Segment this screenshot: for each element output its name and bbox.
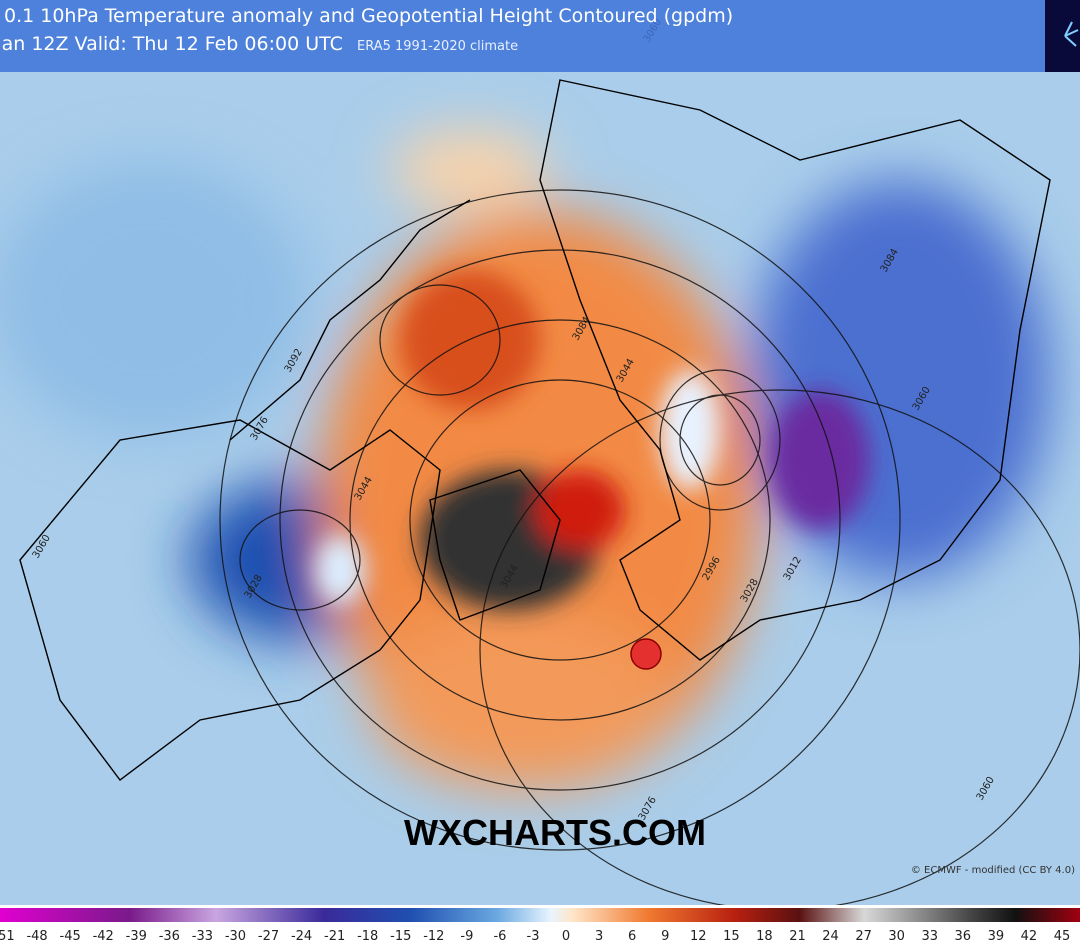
colorbar-tick-label: 12	[690, 929, 707, 944]
climate: ERA5 1991-2020 climate	[357, 39, 518, 54]
colorbar-tick-label: -42	[93, 929, 114, 944]
colorbar-tick-label: 21	[789, 929, 806, 944]
colorbar-tick-label: -6	[493, 929, 506, 944]
colorbar-tick-label: 30	[888, 929, 905, 944]
title: 0.1 10hPa Temperature anomaly and Geopot…	[4, 5, 733, 27]
location-marker	[630, 638, 662, 670]
colorbar-tick-label: 39	[988, 929, 1005, 944]
colorbar-tick-label: -9	[460, 929, 473, 944]
colorbar-tick-label: 15	[723, 929, 740, 944]
colorbar-tick-label: 3	[595, 929, 603, 944]
colorbar-tick-label: -18	[357, 929, 378, 944]
colorbar-tick-label: -27	[258, 929, 279, 944]
colorbar-tick-label: -39	[126, 929, 147, 944]
colorbar-tick-label: -33	[192, 929, 213, 944]
colorbar-tick-label: 36	[955, 929, 972, 944]
colorbar-tick-label: -51	[0, 929, 15, 944]
subtitle: Jan 12Z Valid: Thu 12 Feb 06:00 UTC	[0, 33, 343, 55]
map: 3060309230763044302830603044308430123028…	[0, 0, 1080, 911]
colorbar-tick-label: -30	[225, 929, 246, 944]
colorbar-tick-label: -21	[324, 929, 345, 944]
header: 0.1 10hPa Temperature anomaly and Geopot…	[0, 0, 1080, 72]
colorbar-tick-label: -24	[291, 929, 312, 944]
colorbar-tick-label: 0	[562, 929, 570, 944]
colorbar-tick-label: 24	[822, 929, 839, 944]
colorbar-tick-label: 27	[855, 929, 872, 944]
colorbar-tick-label: 6	[628, 929, 636, 944]
colorbar-tick-label: -45	[60, 929, 81, 944]
colorbar-tick-label: 45	[1054, 929, 1071, 944]
colorbar-tick-label: -48	[26, 929, 47, 944]
colorbar-tick-label: -3	[527, 929, 540, 944]
colorbar-tick-label: 9	[661, 929, 669, 944]
copyright: © ECMWF - modified (CC BY 4.0)	[911, 865, 1075, 876]
watermark: WXCHARTS.COM	[404, 812, 706, 853]
colorbar: -51-48-45-42-39-36-33-30-27-24-21-18-15-…	[0, 905, 1080, 948]
colorbar-tick-label: -15	[390, 929, 411, 944]
colorbar-tick-label: 18	[756, 929, 773, 944]
colorbar-tick-label: -36	[159, 929, 180, 944]
colorbar-tick-label: 42	[1021, 929, 1038, 944]
colorbar-tick-label: 33	[921, 929, 938, 944]
colorbar-tick-label: -12	[423, 929, 444, 944]
